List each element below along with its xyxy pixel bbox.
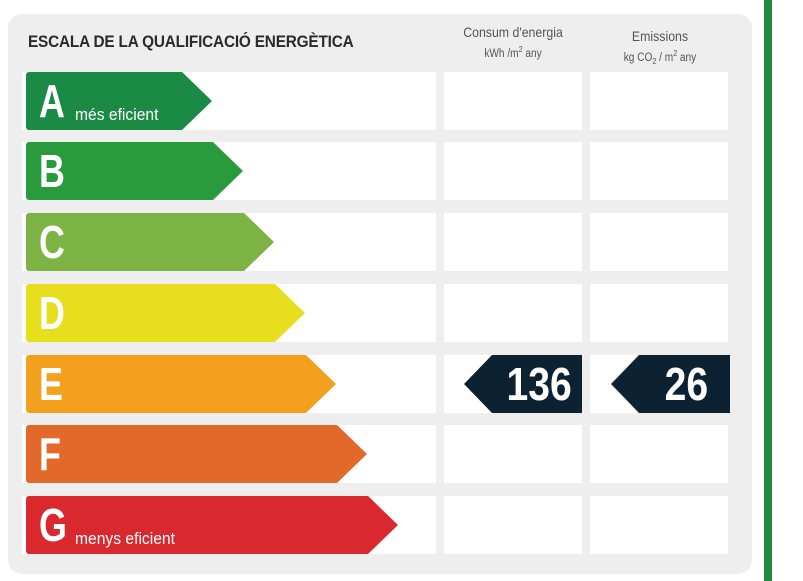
- consum-unit: kWh /m2 any: [484, 45, 542, 60]
- consum-cell-f: [444, 425, 582, 483]
- emissions-unit: kg CO2 / m2 any: [623, 49, 697, 67]
- band-e: E: [26, 355, 336, 413]
- emissions-cell-f: [590, 425, 728, 483]
- consum-cell-b: [444, 142, 582, 200]
- green-border: [764, 0, 772, 581]
- consum-cell-g: [444, 496, 582, 554]
- emissions-cell-g: [590, 496, 728, 554]
- emissions-rating-indicator: 26: [611, 355, 730, 413]
- consum-column-header: Consum d'energia kWh /m2 any: [451, 23, 574, 63]
- band-d: D: [26, 284, 305, 342]
- emissions-cell-c: [590, 213, 728, 271]
- band-letter: G: [39, 499, 67, 551]
- emissions-cell-a: [590, 72, 728, 130]
- band-b: B: [26, 142, 243, 200]
- band-c: C: [26, 213, 274, 271]
- emissions-value: 26: [664, 358, 708, 410]
- label-title: ESCALA DE LA QUALIFICACIÓ ENERGÈTICA: [28, 33, 354, 51]
- emissions-cell-b: [590, 142, 728, 200]
- emissions-column-header: Emissions kg CO2 / m2 any: [598, 27, 721, 71]
- band-letter: A: [39, 75, 65, 127]
- band-letter: F: [39, 428, 61, 480]
- consum-label: Consum d'energia: [463, 24, 563, 40]
- consum-cell-d: [444, 284, 582, 342]
- consum-cell-c: [444, 213, 582, 271]
- band-description: menys eficient: [75, 529, 175, 548]
- band-letter: C: [39, 216, 65, 268]
- band-letter: B: [39, 145, 65, 197]
- band-letter: E: [39, 358, 63, 410]
- consum-rating-indicator: 136: [464, 355, 582, 413]
- band-f: F: [26, 425, 367, 483]
- consum-cell-a: [444, 72, 582, 130]
- emissions-cell-d: [590, 284, 728, 342]
- consum-value: 136: [506, 358, 572, 410]
- emissions-label: Emissions: [631, 28, 689, 44]
- band-letter: D: [39, 287, 65, 339]
- band-description: més eficient: [75, 105, 159, 124]
